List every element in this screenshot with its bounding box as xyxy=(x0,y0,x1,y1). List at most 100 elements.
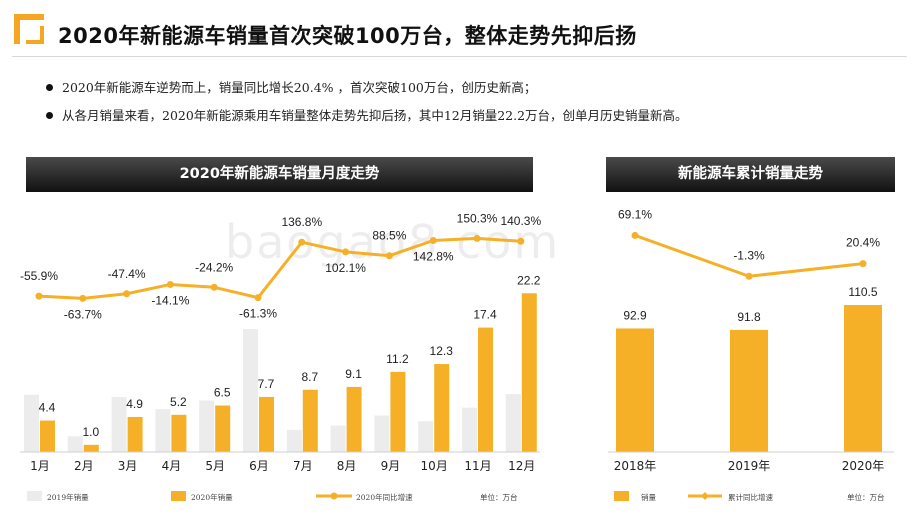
cumulative-chart-title: 新能源车累计销量走势 xyxy=(606,157,895,192)
x-tick-label: 6月 xyxy=(249,459,269,473)
bar-data-label: 92.9 xyxy=(623,308,647,322)
x-tick-label: 9月 xyxy=(381,459,401,473)
bar-data-label: 4.9 xyxy=(126,397,143,411)
bar-data-label: 1.0 xyxy=(82,425,99,439)
growth-data-label: -55.9% xyxy=(20,269,58,283)
growth-point xyxy=(298,238,306,246)
bar-data-label: 5.2 xyxy=(170,395,187,409)
legend-growth-marker xyxy=(701,492,709,500)
bar-data-label: 4.4 xyxy=(39,401,56,415)
bullet-text: 从各月销量来看，2020年新能源乘用车销量整体走势先抑后扬，其中12月销量22.… xyxy=(62,108,688,123)
bar-2020 xyxy=(302,389,318,452)
bar-2020 xyxy=(259,396,274,452)
growth-data-label: 140.3% xyxy=(500,214,541,228)
growth-data-label: 88.5% xyxy=(372,229,406,243)
bar-2019 xyxy=(462,407,477,452)
legend-2020-swatch xyxy=(171,491,186,501)
growth-data-label: 142.8% xyxy=(413,250,454,264)
growth-point xyxy=(631,231,639,239)
bar-2020 xyxy=(127,416,143,452)
bar-2019 xyxy=(199,400,215,452)
x-tick-label: 3月 xyxy=(118,459,138,473)
legend-sales-swatch xyxy=(614,491,629,501)
bar-2020 xyxy=(346,386,362,452)
growth-data-label: -24.2% xyxy=(195,260,233,274)
bar-2020 xyxy=(478,327,493,452)
growth-point xyxy=(254,294,262,302)
growth-data-label: 20.4% xyxy=(846,236,880,250)
growth-data-label: 136.8% xyxy=(281,215,322,229)
bar-2020 xyxy=(434,364,450,452)
bar-2019 xyxy=(505,394,521,452)
unit-label: 单位：万台 xyxy=(480,492,518,502)
bar-data-label: 12.3 xyxy=(430,344,454,358)
legend-2019-swatch xyxy=(27,491,42,501)
growth-data-label: -14.1% xyxy=(151,293,189,307)
bar-2019 xyxy=(155,409,171,452)
growth-series-line xyxy=(38,236,521,300)
growth-data-label: -61.3% xyxy=(239,307,277,321)
bar-data-label: 91.8 xyxy=(737,310,761,324)
cumulative-bar xyxy=(730,329,768,452)
bar-2020 xyxy=(215,405,231,452)
bar-2019 xyxy=(330,425,346,452)
bar-2019 xyxy=(243,329,258,452)
bar-data-label: 22.2 xyxy=(517,273,541,287)
legend-2019-label: 2019年销量 xyxy=(47,492,89,502)
legend-growth-marker xyxy=(330,492,338,500)
x-tick-label: 8月 xyxy=(337,459,357,473)
bullet-dot xyxy=(46,84,53,91)
bar-2019 xyxy=(67,436,83,452)
growth-point xyxy=(517,237,525,245)
x-tick-label: 4月 xyxy=(162,459,182,473)
bar-data-label: 6.5 xyxy=(214,386,231,400)
x-tick-label: 2018年 xyxy=(614,459,657,473)
legend-growth-label: 2020年同比增速 xyxy=(356,492,413,502)
watermark: baogao8.com xyxy=(225,215,561,269)
growth-data-label: -47.4% xyxy=(108,267,146,281)
growth-point xyxy=(859,260,867,268)
growth-data-label: 69.1% xyxy=(618,207,652,221)
growth-data-label: -63.7% xyxy=(64,307,102,321)
legend-sales-label: 销量 xyxy=(641,492,656,502)
growth-point xyxy=(745,272,753,280)
growth-data-label: -1.3% xyxy=(733,248,765,262)
growth-point xyxy=(342,248,350,256)
bullet-item: 2020年新能源车逆势而上，销量同比增长20.4% ，首次突破100万台，创历史… xyxy=(40,76,688,104)
bar-2020 xyxy=(83,444,99,452)
growth-data-label: 150.3% xyxy=(457,211,498,225)
growth-point xyxy=(429,237,437,245)
bar-2019 xyxy=(374,415,390,452)
bar-data-label: 9.1 xyxy=(345,367,362,381)
bar-2019 xyxy=(418,421,434,452)
monthly-chart-title: 2020年新能源车销量月度走势 xyxy=(26,157,533,192)
growth-point xyxy=(210,283,218,291)
bar-data-label: 110.5 xyxy=(848,285,877,299)
growth-point xyxy=(166,280,174,288)
bar-2020 xyxy=(390,371,406,452)
legend-growth-label: 累计同比增速 xyxy=(728,492,773,502)
legend-2020-label: 2020年销量 xyxy=(191,492,233,502)
growth-point xyxy=(35,292,43,300)
bar-2020 xyxy=(171,414,187,452)
growth-point xyxy=(123,290,131,298)
x-tick-label: 2020年 xyxy=(842,459,885,473)
bullet-dot xyxy=(46,112,53,119)
bar-data-label: 11.2 xyxy=(386,352,409,366)
cumulative-bar xyxy=(844,305,882,452)
bullet-text: 2020年新能源车逆势而上，销量同比增长20.4% ，首次突破100万台，创历史… xyxy=(62,80,537,95)
bullet-item: 从各月销量来看，2020年新能源乘用车销量整体走势先抑后扬，其中12月销量22.… xyxy=(40,104,688,132)
bar-data-label: 8.7 xyxy=(301,370,318,384)
bar-2019 xyxy=(111,396,127,452)
growth-point xyxy=(385,252,393,260)
x-tick-label: 2019年 xyxy=(728,459,771,473)
growth-data-label: 102.1% xyxy=(325,261,366,275)
x-tick-label: 5月 xyxy=(205,459,225,473)
bar-2020 xyxy=(521,293,537,452)
bar-2019 xyxy=(286,429,302,452)
growth-point xyxy=(79,294,87,302)
bar-2019 xyxy=(24,394,39,452)
x-tick-label: 12月 xyxy=(508,459,535,473)
